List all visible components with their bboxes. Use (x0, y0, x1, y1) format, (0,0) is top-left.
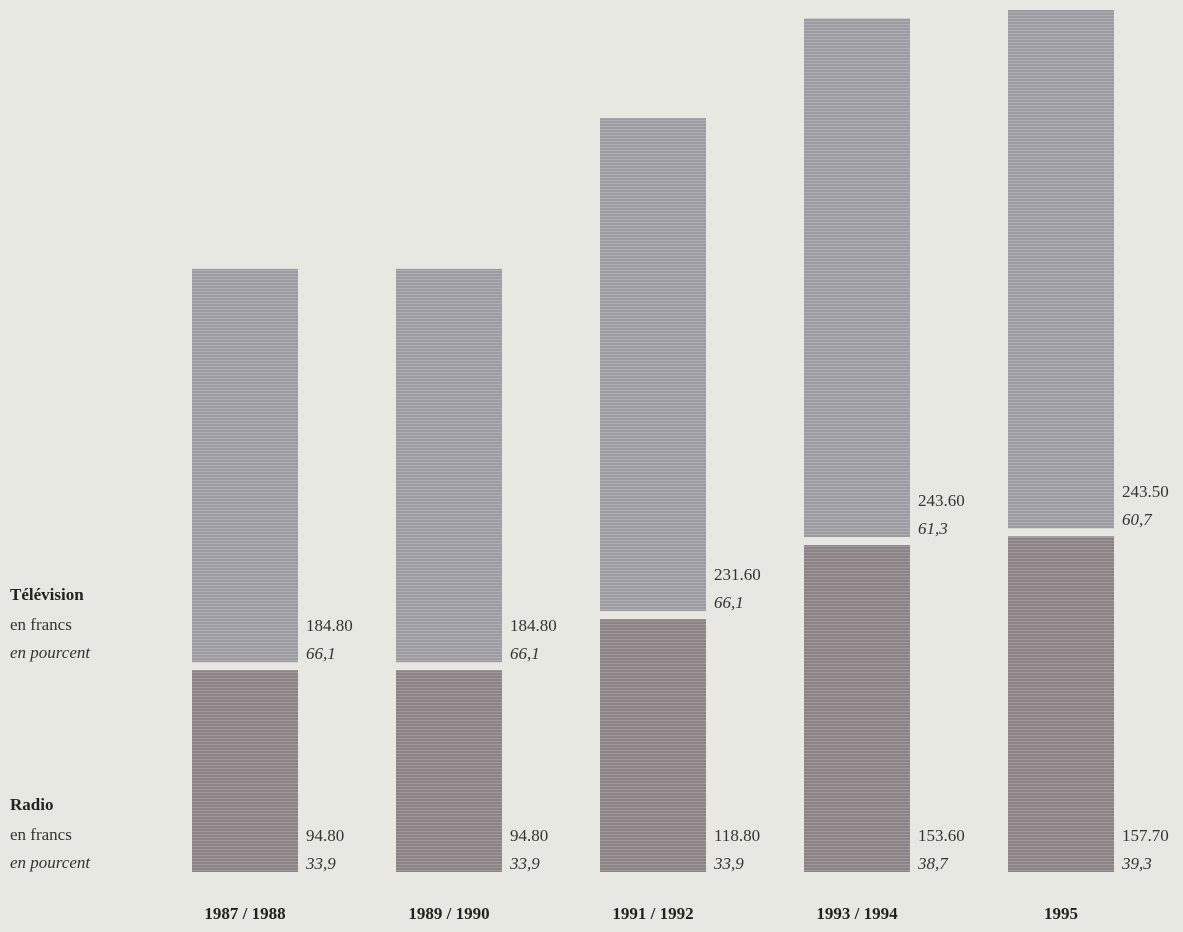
value-label: 184.80 (306, 616, 353, 635)
bar-texture (192, 670, 298, 872)
percent-label: 33,9 (509, 854, 540, 873)
bar-texture (192, 268, 298, 663)
value-label: 94.80 (510, 826, 548, 845)
percent-label: 66,1 (714, 593, 744, 612)
x-tick-label: 1987 / 1988 (204, 904, 285, 923)
bar-texture (600, 619, 706, 872)
bar-texture (396, 268, 502, 663)
bar-texture (1008, 10, 1114, 529)
bar-texture (396, 670, 502, 872)
percent-label: 66,1 (306, 644, 336, 663)
legend-unit: en pourcent (10, 643, 91, 662)
percent-label: 66,1 (510, 644, 540, 663)
value-label: 184.80 (510, 616, 557, 635)
bar-texture (804, 18, 910, 538)
bar-texture (1008, 536, 1114, 872)
legend-title: Télévision (10, 585, 84, 604)
percent-label: 33,9 (713, 854, 744, 873)
bar-texture (600, 118, 706, 612)
bar-texture (804, 545, 910, 872)
value-label: 243.50 (1122, 482, 1169, 501)
value-label: 153.60 (918, 826, 965, 845)
value-label: 157.70 (1122, 826, 1169, 845)
legend-title: Radio (10, 795, 53, 814)
percent-label: 61,3 (918, 519, 948, 538)
legend-unit: en pourcent (10, 853, 91, 872)
percent-label: 60,7 (1122, 510, 1153, 529)
percent-label: 39,3 (1121, 854, 1152, 873)
x-tick-label: 1993 / 1994 (816, 904, 898, 923)
percent-label: 33,9 (305, 854, 336, 873)
value-label: 243.60 (918, 491, 965, 510)
value-label: 94.80 (306, 826, 344, 845)
x-tick-label: 1989 / 1990 (408, 904, 489, 923)
value-label: 118.80 (714, 826, 760, 845)
x-tick-label: 1995 (1044, 904, 1078, 923)
x-tick-label: 1991 / 1992 (612, 904, 693, 923)
legend-unit: en francs (10, 825, 72, 844)
percent-label: 38,7 (917, 854, 949, 873)
value-label: 231.60 (714, 565, 761, 584)
legend-unit: en francs (10, 615, 72, 634)
